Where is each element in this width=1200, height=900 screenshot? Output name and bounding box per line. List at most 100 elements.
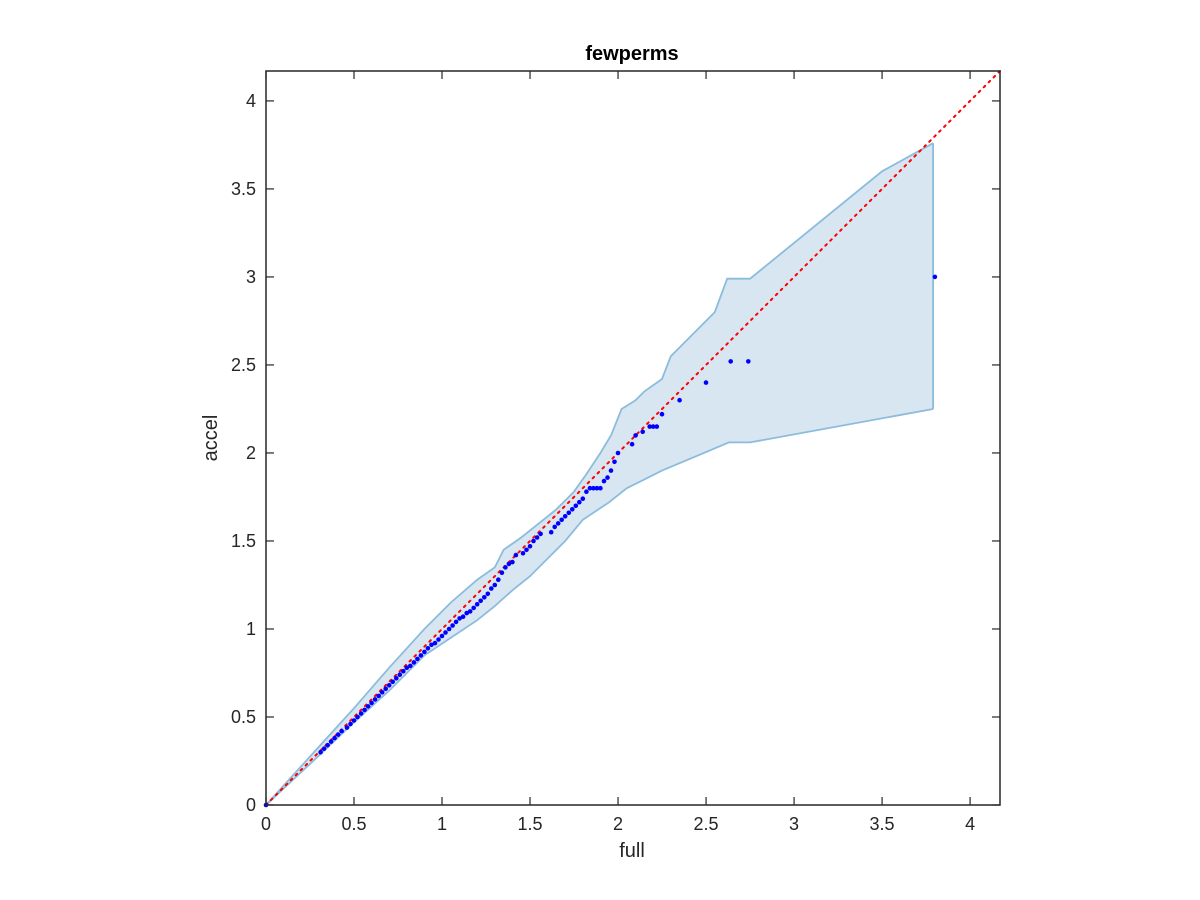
data-point (318, 749, 323, 755)
data-point (386, 683, 392, 688)
data-point (415, 656, 420, 662)
data-point (527, 544, 533, 549)
y-tick-label: 2 (246, 443, 256, 463)
x-tick-label: 4 (965, 814, 975, 834)
data-point (647, 424, 652, 429)
data-point (372, 697, 378, 702)
y-axis-ticks: 0 0.5 1 1.5 2 2.5 3 3.5 4 (231, 91, 1000, 815)
data-point (432, 640, 438, 646)
plot-area-frame (265, 70, 1001, 806)
data-point (513, 552, 519, 558)
data-point (474, 602, 480, 607)
data-point (485, 591, 491, 597)
data-point (443, 630, 448, 635)
data-point (591, 485, 596, 491)
data-point (608, 468, 614, 473)
data-point (408, 663, 413, 669)
x-tick-label: 3 (789, 814, 799, 834)
data-point (566, 510, 572, 516)
y-tick-label: 3.5 (231, 179, 256, 199)
data-point (640, 429, 645, 435)
data-point (362, 707, 367, 713)
data-point (587, 485, 593, 491)
data-point (520, 551, 526, 556)
reference-line (265, 70, 1001, 806)
data-point (482, 595, 487, 600)
data-point (348, 721, 353, 727)
data-point (383, 686, 389, 692)
data-point (573, 503, 579, 509)
data-point (577, 499, 582, 505)
x-tick-label: 2.5 (694, 814, 719, 834)
data-point (453, 619, 459, 625)
data-point (510, 559, 515, 565)
data-point (659, 411, 665, 417)
data-point (746, 359, 751, 364)
data-point (411, 660, 417, 665)
data-point (394, 676, 399, 681)
data-point (654, 424, 660, 429)
data-point (376, 693, 382, 699)
data-point (429, 642, 434, 648)
data-point (446, 626, 452, 632)
y-tick-label: 1 (246, 619, 256, 639)
band-upper-edge (265, 142, 934, 806)
data-point (538, 531, 543, 537)
data-point (524, 547, 529, 553)
data-point (439, 633, 445, 639)
data-points (263, 274, 938, 808)
x-tick-label: 1.5 (518, 814, 543, 834)
data-point (499, 570, 505, 575)
data-point (555, 521, 561, 526)
data-point (570, 507, 575, 512)
data-point (559, 517, 564, 523)
data-point (325, 742, 330, 748)
data-point (562, 514, 568, 519)
data-point (503, 565, 508, 570)
data-point (390, 679, 396, 685)
data-point (534, 535, 540, 540)
data-point (344, 725, 350, 730)
data-point (422, 649, 427, 655)
data-point (506, 561, 512, 567)
data-point (397, 672, 403, 677)
x-tick-label: 1 (437, 814, 447, 834)
y-tick-label: 3 (246, 267, 256, 287)
x-tick-label: 2 (613, 814, 623, 834)
data-point (598, 485, 603, 491)
data-point (633, 433, 638, 438)
data-point (339, 728, 345, 734)
data-point (379, 690, 385, 695)
band-fill (266, 143, 934, 805)
x-tick-label: 0.5 (341, 814, 366, 834)
data-point (496, 577, 501, 582)
data-point (355, 714, 360, 720)
data-point (531, 538, 536, 544)
data-point (418, 653, 424, 658)
data-point (552, 524, 557, 530)
y-tick-label: 0 (246, 795, 256, 815)
data-point (728, 359, 733, 364)
confidence-band (265, 142, 935, 806)
data-point (629, 441, 635, 447)
data-point (605, 475, 610, 480)
data-point (332, 735, 337, 741)
y-tick-label: 1.5 (231, 531, 256, 551)
data-point (492, 582, 498, 588)
y-axis-label: accel (200, 415, 222, 462)
data-point (612, 459, 617, 465)
data-point (650, 424, 656, 429)
x-axis-ticks: 0 0.5 1 1.5 2 2.5 3 3.5 4 (261, 71, 975, 834)
data-point (369, 700, 374, 706)
data-point (471, 605, 477, 611)
data-point (464, 610, 470, 616)
data-point (548, 529, 554, 535)
data-point (404, 665, 410, 670)
data-point (425, 646, 431, 651)
data-point (584, 489, 589, 495)
x-tick-label: 3.5 (870, 814, 895, 834)
chart-title: fewperms (585, 43, 678, 65)
y-tick-label: 0.5 (231, 707, 256, 727)
data-point (401, 668, 406, 674)
